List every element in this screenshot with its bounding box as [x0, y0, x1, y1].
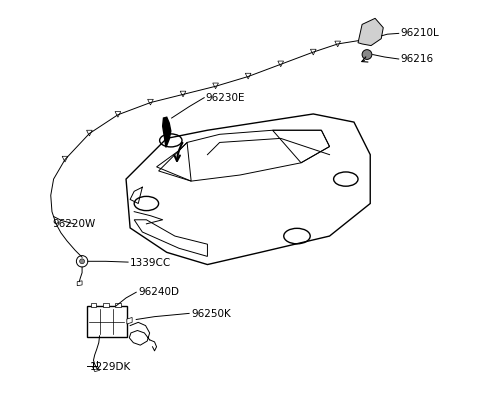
FancyBboxPatch shape — [103, 303, 108, 307]
Circle shape — [362, 50, 372, 59]
Polygon shape — [278, 61, 284, 67]
Polygon shape — [163, 117, 171, 147]
Text: 96240D: 96240D — [138, 287, 179, 297]
Text: 96250K: 96250K — [191, 309, 231, 319]
Text: 96210L: 96210L — [401, 28, 440, 38]
Circle shape — [80, 259, 84, 264]
FancyBboxPatch shape — [115, 303, 121, 307]
Circle shape — [76, 256, 88, 267]
Polygon shape — [245, 73, 251, 79]
Polygon shape — [93, 366, 99, 372]
Polygon shape — [311, 49, 316, 55]
Polygon shape — [148, 99, 153, 105]
Polygon shape — [335, 41, 340, 47]
Text: 1229DK: 1229DK — [89, 362, 131, 372]
FancyBboxPatch shape — [91, 303, 96, 307]
Polygon shape — [213, 83, 218, 89]
Polygon shape — [127, 317, 132, 324]
Polygon shape — [115, 112, 121, 117]
Text: 1339CC: 1339CC — [130, 258, 171, 267]
FancyBboxPatch shape — [86, 306, 127, 337]
Polygon shape — [62, 156, 68, 162]
Text: 96230E: 96230E — [205, 93, 245, 103]
Polygon shape — [86, 130, 92, 136]
Text: 96220W: 96220W — [53, 219, 96, 229]
Polygon shape — [77, 281, 82, 286]
Polygon shape — [358, 18, 383, 46]
Polygon shape — [180, 91, 186, 97]
Text: 96216: 96216 — [401, 54, 434, 64]
